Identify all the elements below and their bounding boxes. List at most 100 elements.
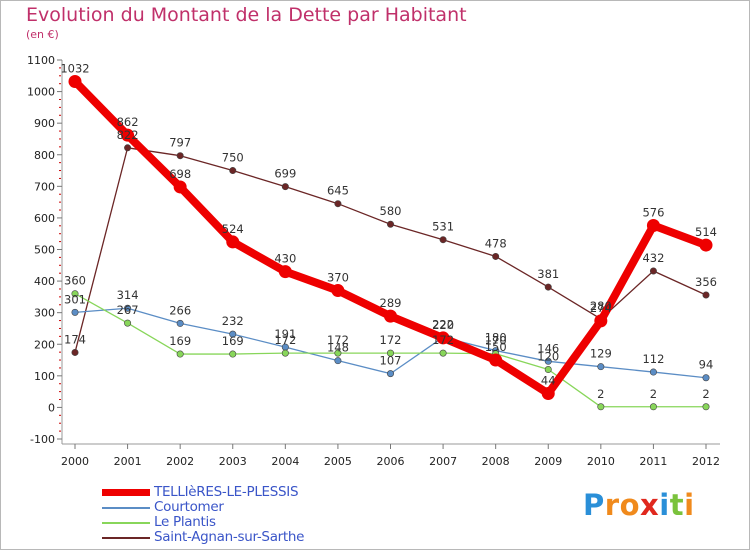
data-label: 289 <box>380 296 402 310</box>
data-point <box>229 167 237 175</box>
data-label: 2 <box>597 387 604 401</box>
x-tick-label: 2001 <box>114 455 142 468</box>
legend-swatch-saint-agnan <box>102 537 150 539</box>
logo-letter: x <box>640 488 660 522</box>
legend-label-le-plantis: Le Plantis <box>154 514 216 530</box>
data-point <box>176 152 184 160</box>
data-label: 94 <box>699 358 714 372</box>
data-label: 797 <box>169 136 191 150</box>
data-point <box>646 218 660 232</box>
data-label: 2 <box>702 387 709 401</box>
data-label: 172 <box>274 333 296 347</box>
legend-label-tellieres: TELLIèRES-LE-PLESSIS <box>154 484 299 500</box>
data-point <box>71 348 79 356</box>
data-label: 174 <box>64 332 86 346</box>
data-point <box>544 283 552 291</box>
data-label: 274 <box>590 301 612 315</box>
chart-title: Evolution du Montant de la Dette par Hab… <box>26 4 467 26</box>
legend-swatch-le-plantis <box>102 522 150 524</box>
data-point <box>541 387 555 401</box>
data-label: 524 <box>222 222 244 236</box>
data-point <box>544 357 552 365</box>
y-tick-label: 600 <box>34 212 55 225</box>
data-label: 172 <box>327 333 349 347</box>
data-point <box>699 238 713 252</box>
data-point <box>384 309 397 323</box>
data-label: 222 <box>432 317 454 331</box>
data-label: 120 <box>537 350 559 364</box>
x-tick-label: 2008 <box>482 455 510 468</box>
legend-swatch-courtomer <box>102 507 150 509</box>
data-point <box>544 366 552 374</box>
data-point <box>176 350 184 358</box>
data-point <box>649 267 657 275</box>
data-label: 370 <box>327 271 349 285</box>
data-label: 44 <box>541 374 556 388</box>
data-point <box>702 291 710 299</box>
x-tick-label: 2000 <box>61 455 89 468</box>
data-label: 314 <box>117 288 139 302</box>
data-label: 580 <box>380 204 402 218</box>
data-point <box>649 368 657 376</box>
data-point <box>386 220 394 228</box>
data-point <box>121 128 135 142</box>
data-label: 360 <box>64 274 86 288</box>
data-point <box>68 74 82 88</box>
y-tick-label: 900 <box>34 117 55 130</box>
data-point <box>281 183 289 191</box>
data-point <box>173 180 187 194</box>
data-label: 1032 <box>60 61 89 75</box>
data-label: 169 <box>169 334 191 348</box>
data-label: 432 <box>642 251 664 265</box>
data-point <box>386 370 394 378</box>
data-point <box>597 363 605 371</box>
data-point <box>71 308 79 316</box>
data-label: 170 <box>485 334 507 348</box>
logo-letter: i <box>684 488 695 522</box>
x-tick-label: 2005 <box>324 455 352 468</box>
data-label: 645 <box>327 184 349 198</box>
data-label: 301 <box>64 292 86 306</box>
data-label: 172 <box>432 333 454 347</box>
data-label: 2 <box>650 387 657 401</box>
legend-label-courtomer: Courtomer <box>154 499 224 515</box>
data-label: 576 <box>642 205 664 219</box>
data-label: 220 <box>432 318 454 332</box>
logo-letter: t <box>669 488 685 522</box>
data-label: 191 <box>274 327 296 341</box>
y-tick-label: 1100 <box>27 54 55 67</box>
legend-label-saint-agnan: Saint-Agnan-sur-Sarthe <box>154 529 305 545</box>
y-tick-label: 1000 <box>27 86 55 99</box>
proxiti-logo: Proxiti <box>583 488 695 522</box>
data-point <box>439 349 447 357</box>
data-label: 267 <box>117 303 139 317</box>
data-point <box>702 374 710 382</box>
y-tick-label: 400 <box>34 275 55 288</box>
data-label: 822 <box>117 128 139 142</box>
data-point <box>71 290 79 298</box>
data-label: 280 <box>590 299 612 313</box>
data-label: 180 <box>485 331 507 345</box>
logo-letter: i <box>659 488 670 522</box>
x-tick-label: 2011 <box>639 455 667 468</box>
y-tick-label: 200 <box>34 338 55 351</box>
legend-swatch-tellieres <box>102 489 150 496</box>
x-tick-label: 2009 <box>534 455 562 468</box>
data-label: 107 <box>380 354 402 368</box>
data-label: 172 <box>380 333 402 347</box>
data-label: 531 <box>432 220 454 234</box>
data-point <box>278 265 292 279</box>
data-label: 112 <box>642 352 664 366</box>
data-point <box>649 403 657 411</box>
data-point <box>124 319 132 327</box>
data-point <box>492 252 500 260</box>
data-label: 381 <box>537 267 559 281</box>
data-point <box>334 200 342 208</box>
x-tick-label: 2012 <box>692 455 720 468</box>
data-point <box>176 319 184 327</box>
data-label: 698 <box>169 167 191 181</box>
logo-letter: r <box>604 488 620 522</box>
chart-subtitle: (en €) <box>26 28 59 41</box>
y-tick-label: 700 <box>34 180 55 193</box>
